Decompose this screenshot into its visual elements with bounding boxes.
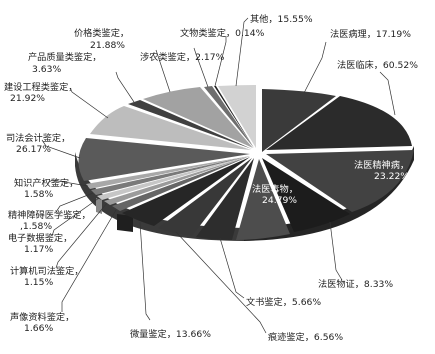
slice-fyjsb <box>266 150 414 212</box>
slice-jszaa <box>91 156 250 195</box>
label-dzsj-line1: 电子数据鉴定， <box>8 232 72 244</box>
slice-fybl <box>262 89 336 152</box>
label-hjjd: 痕迹鉴定，6.56% <box>268 331 343 343</box>
pie-slices <box>78 85 414 240</box>
slice-hjjd <box>158 158 252 236</box>
leader-lines <box>41 17 396 334</box>
label-sxzl-line2: 1.66% <box>24 323 53 334</box>
label-fydw-line2: 24.79% <box>262 195 297 206</box>
slice-jsgc <box>90 106 251 150</box>
label-snl: 涉农类鉴定，2.17% <box>140 51 225 63</box>
label-jglj-line2: 21.88% <box>90 40 125 51</box>
label-cpzl-line1: 产品质量类鉴定， <box>28 51 102 63</box>
slice-fylc <box>266 96 412 150</box>
slice-jglj <box>143 87 253 148</box>
label-jsgc-line1: 建设工程类鉴定， <box>4 81 78 93</box>
label-fywz: 法医物证，8.33% <box>318 278 393 290</box>
label-jglj-line1: 价格类鉴定， <box>74 27 129 39</box>
label-sfkj-line1: 司法会计鉴定， <box>6 132 70 144</box>
label-sxzl-line1: 声像资料鉴定， <box>10 311 74 323</box>
slice-wljd <box>122 157 250 226</box>
label-fydw-line1: 法医毒物， <box>252 183 298 195</box>
slice-snl <box>204 86 254 148</box>
slice-sfkj <box>78 138 250 181</box>
slice-cpzl <box>128 100 252 149</box>
slice-qita <box>218 85 256 148</box>
label-jszaa-line2: ,1.58% <box>20 221 52 232</box>
label-fylc: 法医临床，60.52% <box>337 59 418 71</box>
slice-zscq <box>86 156 250 189</box>
label-dzsj-line2: 1.17% <box>24 244 53 255</box>
label-sfkj-line2: 26.17% <box>16 144 51 155</box>
label-cpzl-line2: 3.63% <box>32 64 61 75</box>
label-fyjsb-line2: 23.22% <box>374 171 409 182</box>
label-fyjsb-line1: 法医精神病， <box>354 159 409 171</box>
slice-labels: 其他，15.55% 法医病理，17.19% 法医临床，60.52% 法医精神病，… <box>4 13 418 343</box>
slice-wsjd <box>196 158 254 240</box>
slice-fywz <box>262 158 350 232</box>
label-jsj-line2: 1.15% <box>24 277 53 288</box>
slice-fydw <box>236 159 290 240</box>
label-fybl: 法医病理，17.19% <box>330 28 411 40</box>
label-zscq-line1: 知识产权鉴定， <box>14 177 78 189</box>
slice-wwl <box>214 86 254 148</box>
slice-jsj <box>104 156 250 205</box>
label-wwl: 文物类鉴定，0.14% <box>180 27 265 39</box>
label-wsjd: 文书鉴定，5.66% <box>246 296 321 308</box>
label-wljd: 微量鉴定，13.66% <box>130 328 211 340</box>
slice-dzsj <box>97 156 250 200</box>
label-jsj-line1: 计算机司法鉴定， <box>10 265 84 277</box>
label-zscq-line2: 1.58% <box>24 189 53 200</box>
label-jszaa-line1: 精神障碍医学鉴定， <box>8 209 91 221</box>
label-jsgc-line2: 21.92% <box>10 93 45 104</box>
label-qita: 其他，15.55% <box>250 13 313 25</box>
slice-sxzl <box>112 156 250 211</box>
